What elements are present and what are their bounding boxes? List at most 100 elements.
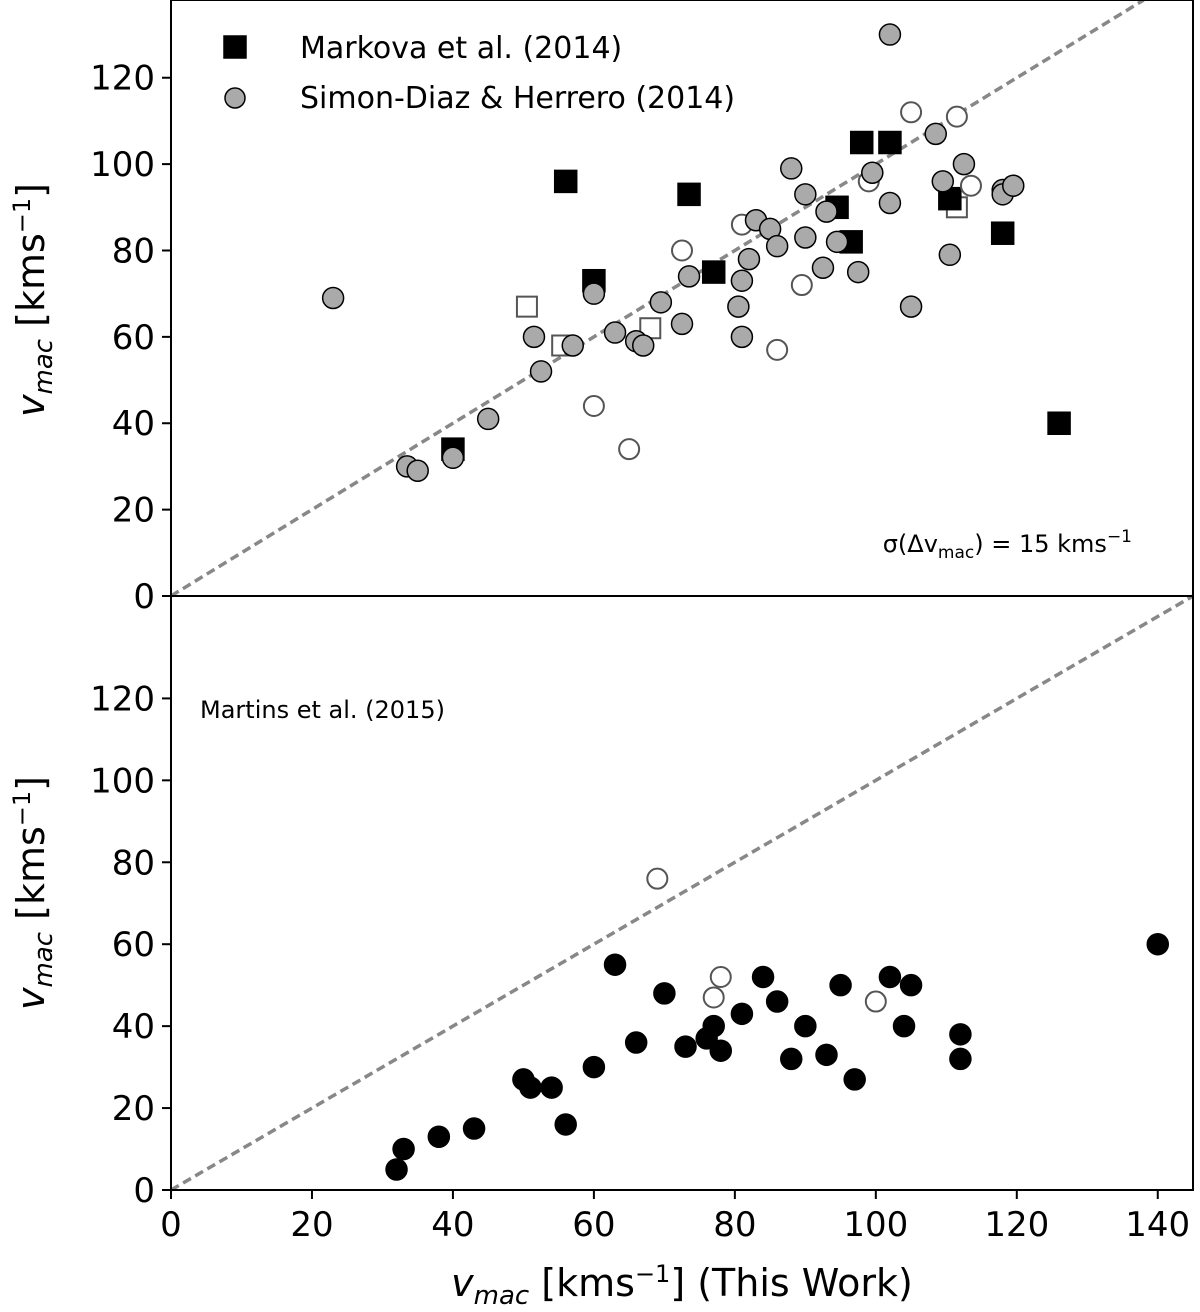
bottom-martins-et-al-2015-point (653, 982, 676, 1005)
top-simon-diaz-herrero-2014-point (815, 200, 838, 223)
bottom-martins-et-al-2015-point (624, 1031, 648, 1054)
bottom-martins-et-al-2015-point (603, 953, 627, 976)
top-simon-diaz-herrero-2014-point (649, 291, 673, 314)
top-simon-diaz-herrero-2014-point (406, 459, 429, 483)
bottom-y-tick-label: 40 (112, 1007, 155, 1047)
bottom-x-axis-ticks: 0 20 40 60 80 100 120 140 (160, 1190, 1190, 1245)
bottom-y-axis-ticks: 0 20 40 60 80 100 120 (90, 679, 171, 1211)
bottom-martins-et-al-2015-point (829, 973, 852, 997)
top-simon-diaz-herrero-2014-point (765, 234, 789, 258)
top-simon-diaz-herrero-2014-point (529, 360, 553, 383)
bottom-martins-et-al-2015-point (730, 1002, 754, 1026)
bottom-martins-et-al-2015-point (1146, 932, 1170, 956)
top-simon-diaz-herrero-2014-open-point (945, 105, 968, 128)
top-simon-diaz-herrero-2014-point (476, 407, 500, 431)
bottom-martins-et-al-2015-point (765, 990, 789, 1013)
top-simon-diaz-herrero-2014-open-point (618, 438, 641, 461)
top-simon-diaz-herrero-2014-open-point (582, 394, 605, 417)
legend-square-marker (223, 35, 247, 59)
bottom-martins-et-al-2015-point (519, 1076, 542, 1099)
bottom-martins-et-al-2015-point (702, 1014, 725, 1038)
top-simon-diaz-herrero-2014-point (794, 226, 817, 249)
top-markers-layer (321, 23, 1071, 483)
bottom-martins-et-al-2015-point (949, 1023, 972, 1046)
top-simon-diaz-herrero-2014-open-point (790, 274, 813, 297)
bottom-martins-et-al-2015-point (709, 1039, 733, 1062)
top-simon-diaz-herrero-2014-point (924, 122, 947, 146)
bottom-martins-et-al-2015-open-point (702, 986, 725, 1009)
bottom-y-axis-title: vmac [kms−1] (8, 776, 59, 1010)
top-simon-diaz-herrero-2014-open-point (766, 338, 789, 361)
bottom-y-tick-label: 60 (112, 925, 155, 965)
top-simon-diaz-herrero-2014-open-point (671, 239, 693, 262)
top-simon-diaz-herrero-2014-point (952, 152, 976, 176)
bottom-martins-et-al-2015-point (892, 1014, 916, 1038)
top-y-tick-label: 80 (112, 231, 155, 271)
top-identity-line-layer (170, 0, 1145, 598)
bottom-martins-et-al-2015-point (843, 1068, 866, 1091)
bottom-martins-et-al-2015-point (540, 1076, 563, 1099)
x-tick-label: 20 (290, 1205, 333, 1245)
bottom-martins-et-al-2015-point (779, 1047, 803, 1071)
top-simon-diaz-herrero-2014-point (441, 446, 465, 470)
bottom-identity-line (170, 594, 1194, 1192)
bottom-martins-et-al-2015-point (427, 1125, 451, 1148)
top-simon-diaz-herrero-2014-point (878, 23, 902, 46)
bottom-martins-et-al-2015-point (462, 1117, 486, 1140)
bottom-martins-et-al-2015-open-point (646, 867, 669, 890)
top-markova-et-al-2014-point (553, 169, 578, 194)
top-simon-diaz-herrero-2014-point (1002, 174, 1025, 197)
top-simon-diaz-herrero-2014-point (522, 325, 546, 349)
top-markova-et-al-2014-point (1047, 411, 1071, 435)
top-markova-et-al-2014-point (701, 260, 726, 284)
x-tick-label: 0 (160, 1205, 182, 1245)
bottom-panel: 0 20 40 60 80 100 120 0 20 40 60 80 100 120 140 Marti… (8, 594, 1194, 1311)
bottom-plot-frame (170, 595, 1194, 1191)
top-markova-et-al-2014-point (677, 182, 701, 207)
x-tick-label: 140 (1125, 1205, 1190, 1245)
bottom-y-tick-label: 100 (90, 761, 155, 801)
legend-label-markova: Markova et al. (2014) (300, 31, 622, 66)
top-simon-diaz-herrero-2014-point (899, 295, 923, 318)
top-simon-diaz-herrero-2014-point (730, 269, 754, 292)
top-y-axis-title: vmac [kms−1] (8, 183, 59, 417)
top-simon-diaz-herrero-2014-point (561, 334, 585, 357)
top-simon-diaz-herrero-2014-point (861, 161, 884, 185)
bottom-markers-layer (385, 867, 1170, 1181)
bottom-martins-et-al-2015-point (582, 1055, 606, 1079)
top-simon-diaz-herrero-2014-point (825, 230, 849, 254)
top-y-tick-label: 20 (112, 491, 155, 531)
bottom-identity-line-layer (170, 594, 1194, 1192)
top-markova-et-al-2014-point (878, 130, 902, 155)
top-y-tick-label: 100 (90, 145, 155, 185)
top-simon-diaz-herrero-2014-point (878, 191, 902, 215)
bottom-y-tick-label: 20 (112, 1089, 155, 1129)
top-simon-diaz-herrero-2014-point (931, 170, 955, 193)
legend-label-simon-diaz: Simon-Diaz & Herrero (2014) (300, 81, 735, 116)
bottom-martins-et-al-2015-point (554, 1113, 577, 1136)
legend: Markova et al. (2014) Simon-Diaz & Herre… (223, 31, 735, 116)
bottom-y-tick-label: 120 (90, 679, 155, 719)
bottom-y-tick-label: 80 (112, 843, 155, 883)
bottom-martins-et-al-2015-point (751, 965, 775, 989)
bottom-martins-et-al-2015-point (949, 1047, 972, 1071)
top-simon-diaz-herrero-2014-open-point (900, 101, 923, 124)
x-tick-label: 120 (984, 1205, 1049, 1245)
top-simon-diaz-herrero-2014-point (779, 157, 803, 180)
bottom-martins-et-al-2015-point (392, 1137, 415, 1161)
top-simon-diaz-herrero-2014-point (846, 260, 870, 284)
top-y-tick-label: 120 (90, 59, 155, 99)
top-markova-et-al-2014-open-point (515, 295, 538, 318)
top-simon-diaz-herrero-2014-point (730, 325, 754, 349)
top-markova-et-al-2014-point (849, 130, 874, 155)
top-y-axis-ticks: 0 20 40 60 80 100 120 (90, 59, 171, 617)
top-simon-diaz-herrero-2014-point (603, 321, 627, 344)
sigma-annotation: σ(Δvmac) = 15 kms−1 (883, 527, 1132, 563)
top-simon-diaz-herrero-2014-point (727, 295, 750, 318)
top-simon-diaz-herrero-2014-point (811, 256, 835, 280)
bottom-martins-et-al-2015-point (815, 1043, 838, 1067)
top-simon-diaz-herrero-2014-point (737, 247, 761, 271)
top-simon-diaz-herrero-2014-open-point (959, 174, 982, 197)
top-y-tick-label: 60 (112, 318, 155, 358)
